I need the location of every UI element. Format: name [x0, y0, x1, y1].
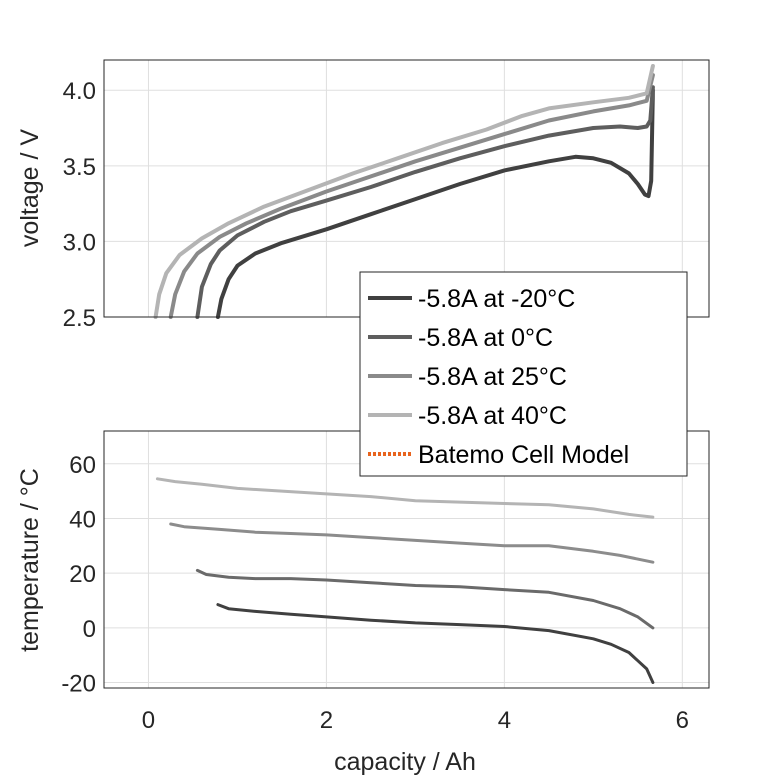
- temperature-xtick-label: 0: [142, 707, 155, 734]
- temperature-series-line-3: [155, 477, 655, 519]
- legend-label-4: Batemo Cell Model: [418, 441, 629, 469]
- temperature-series-line-2: [169, 522, 655, 564]
- legend-box: [359, 271, 688, 477]
- legend-label-1: -5.8A at 0°C: [418, 324, 553, 352]
- temperature-plot: -20 0 20 40 60 0 2 4 6 temperature / °C capacit…: [16, 430, 710, 776]
- temperature-axis-label: temperature / °C: [16, 468, 44, 652]
- temperature-ytick-label: 0: [83, 616, 96, 643]
- temperature-series-line-0: [216, 603, 655, 684]
- temperature-xtick-label: 6: [676, 707, 689, 734]
- temperature-ytick-label: -20: [61, 671, 96, 698]
- temperature-ytick-label: 60: [69, 452, 96, 479]
- legend-label-0: -5.8A at -20°C: [418, 285, 575, 313]
- voltage-ytick-label: 3.0: [63, 229, 96, 256]
- legend: -5.8A at -20°C -5.8A at 0°C -5.8A at 25°C -…: [359, 271, 688, 477]
- capacity-axis-label: capacity / Ah: [334, 748, 476, 776]
- voltage-axis-label: voltage / V: [16, 129, 44, 247]
- voltage-ytick-label: 3.5: [63, 154, 96, 181]
- voltage-plot: 2.5 3.0 3.5 4.0 voltage / V: [16, 59, 710, 332]
- temperature-xtick-label: 4: [498, 707, 511, 734]
- voltage-series-line-2: [168, 73, 655, 319]
- temperature-ytick-label: 20: [69, 561, 96, 588]
- temperature-xtick-label: 2: [320, 707, 333, 734]
- legend-label-3: -5.8A at 40°C: [418, 402, 567, 430]
- legend-label-2: -5.8A at 25°C: [418, 363, 567, 391]
- temperature-ytick-label: 40: [69, 506, 96, 533]
- voltage-ytick-label: 4.0: [63, 78, 96, 105]
- voltage-series-line-0: [215, 88, 655, 319]
- voltage-series-line-1: [195, 85, 655, 319]
- voltage-series-line-3: [153, 64, 655, 319]
- voltage-ytick-label: 2.5: [63, 305, 96, 332]
- temperature-series-line-1: [195, 568, 655, 630]
